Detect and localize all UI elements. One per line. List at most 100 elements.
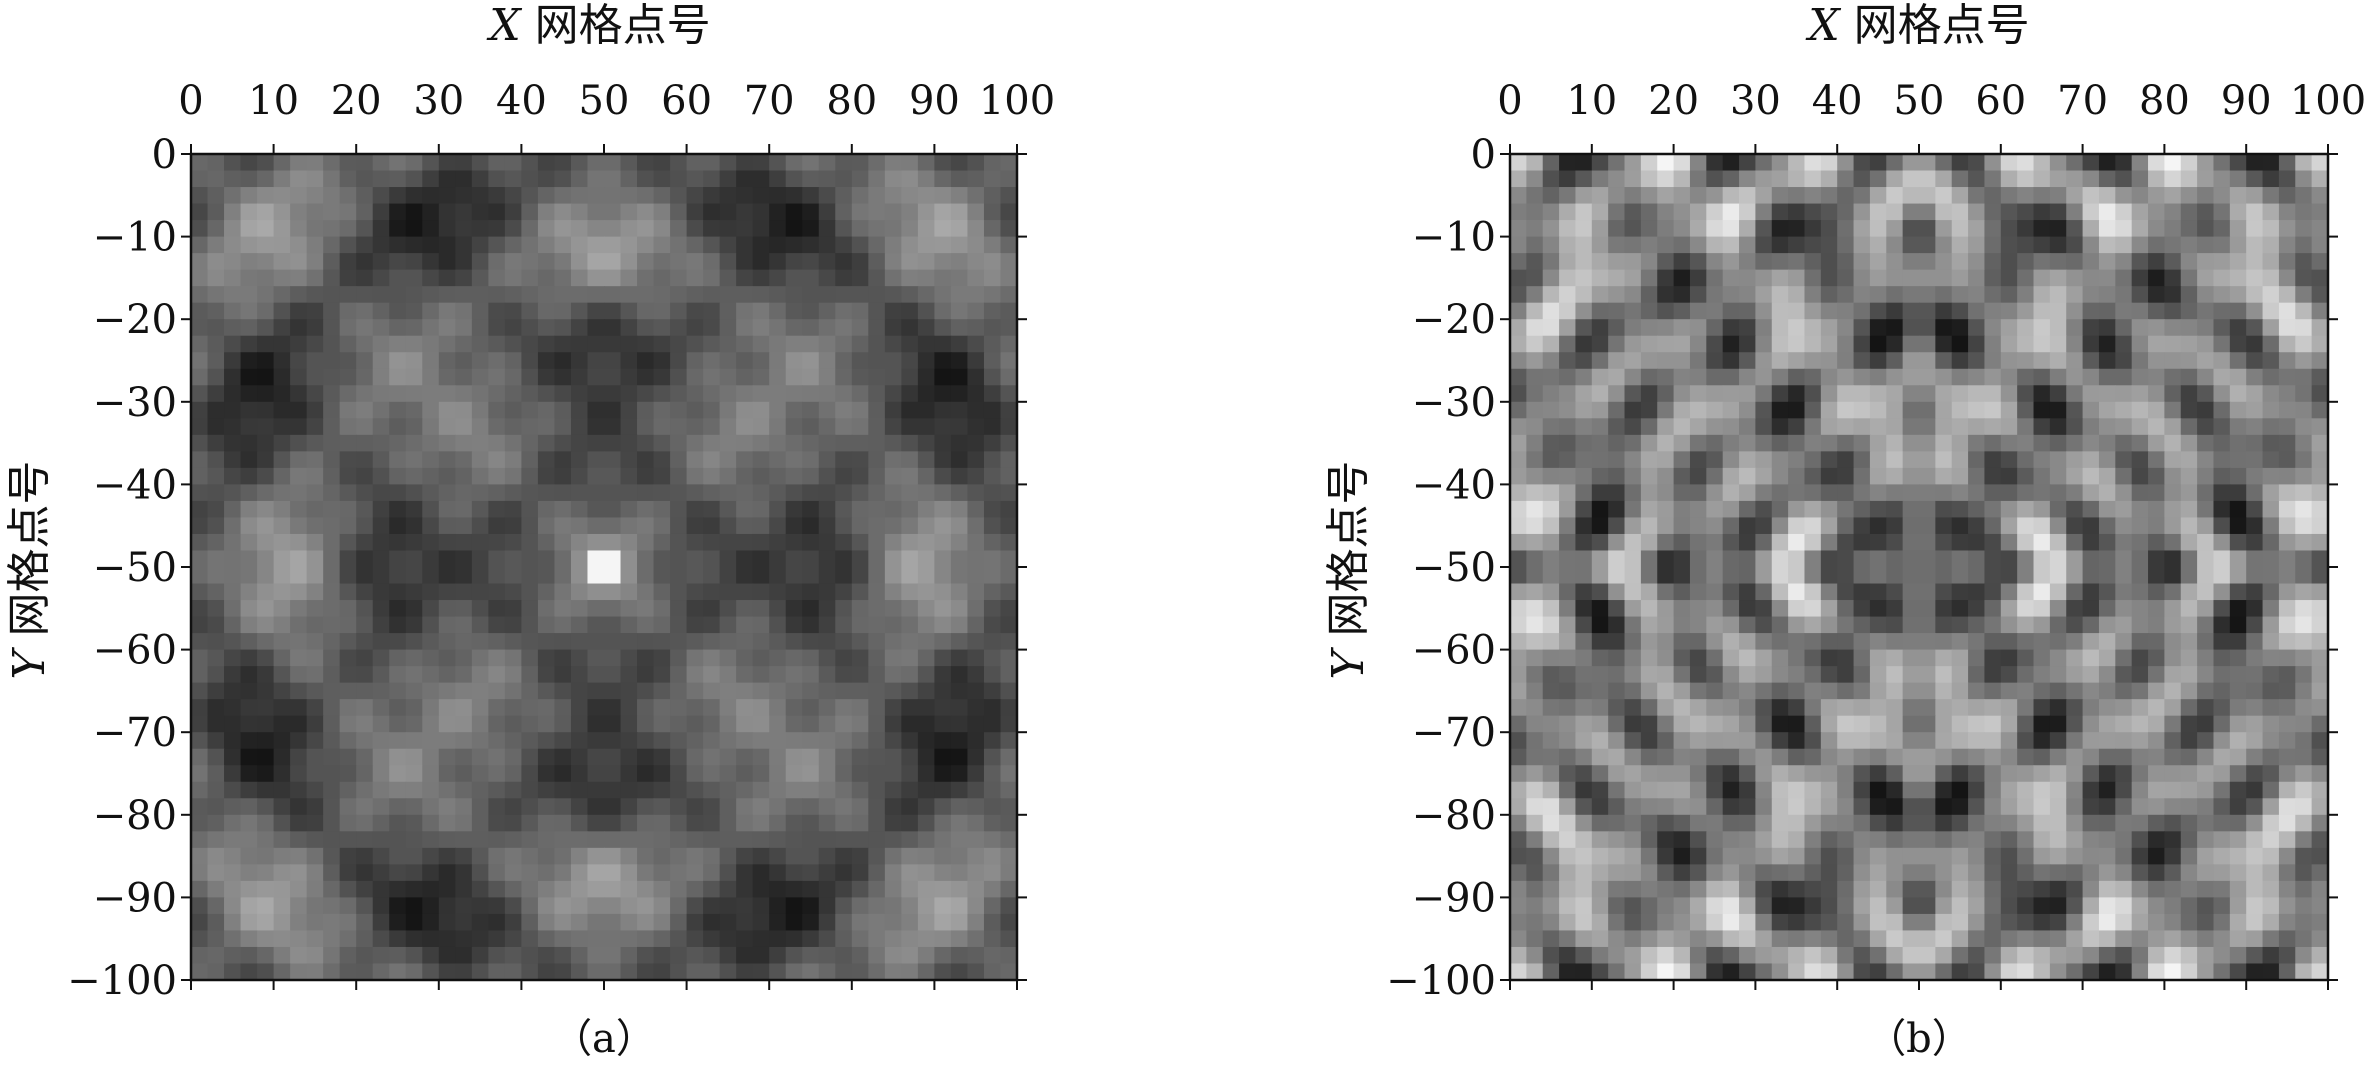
heatmap-cell: [1640, 352, 1658, 370]
heatmap-cell: [835, 913, 853, 932]
heatmap-cell: [1788, 467, 1806, 485]
heatmap-cell: [1608, 187, 1626, 205]
heatmap-cell: [389, 236, 407, 254]
heatmap-cell: [488, 401, 506, 419]
heatmap-cell: [1820, 831, 1838, 849]
heatmap-cell: [620, 154, 638, 172]
heatmap-cell: [1706, 154, 1724, 172]
heatmap-cell: [2017, 385, 2035, 403]
heatmap-cell: [240, 170, 258, 188]
heatmap-cell: [1869, 913, 1887, 932]
heatmap-cell: [1591, 583, 1609, 601]
heatmap-cell: [1902, 335, 1920, 353]
heatmap-cell: [587, 583, 605, 601]
heatmap-cell: [1542, 699, 1560, 717]
heatmap-cell: [752, 220, 770, 238]
heatmap-cell: [240, 649, 258, 667]
heatmap-cell: [719, 236, 737, 254]
heatmap-cell: [1526, 451, 1544, 469]
heatmap-cell: [2000, 385, 2018, 403]
heatmap-cell: [1919, 583, 1936, 601]
heatmap-cell: [537, 500, 556, 519]
heatmap-cell: [1853, 748, 1871, 766]
heatmap-cell: [290, 154, 308, 172]
heatmap-cell: [438, 269, 456, 287]
y-tick-label: −80: [1412, 793, 1496, 839]
heatmap-cell: [240, 467, 258, 485]
heatmap-cell: [2066, 583, 2084, 601]
heatmap-cell: [389, 451, 407, 469]
heatmap-cell: [1510, 500, 1527, 519]
heatmap-cell: [950, 451, 969, 469]
heatmap-cell: [1788, 418, 1806, 436]
panel-b-heatmap: [1510, 154, 2329, 981]
heatmap-cell: [1526, 913, 1544, 932]
heatmap-cell: [224, 220, 242, 238]
heatmap-cell: [1968, 187, 1986, 205]
heatmap-cell: [1902, 913, 1920, 932]
heatmap-cell: [1951, 500, 1969, 519]
heatmap-cell: [1984, 831, 2002, 849]
heatmap-cell: [769, 666, 787, 684]
heatmap-cell: [802, 269, 820, 287]
heatmap-cell: [1526, 765, 1544, 783]
heatmap-cell: [455, 649, 473, 667]
heatmap-cell: [868, 401, 886, 419]
heatmap-cell: [1575, 616, 1593, 634]
heatmap-cell: [1673, 930, 1691, 948]
heatmap-cell: [1902, 467, 1920, 485]
heatmap-cell: [769, 963, 787, 981]
heatmap-cell: [2098, 385, 2116, 403]
heatmap-cell: [1739, 567, 1756, 585]
heatmap-cell: [2295, 203, 2313, 221]
heatmap-cell: [2197, 600, 2215, 618]
heatmap-cell: [752, 864, 770, 882]
heatmap-cell: [686, 401, 704, 419]
heatmap-cell: [455, 302, 473, 320]
heatmap-cell: [1853, 583, 1871, 601]
heatmap-cell: [2246, 847, 2264, 865]
heatmap-cell: [488, 930, 506, 948]
heatmap-cell: [1919, 666, 1936, 684]
heatmap-cell: [950, 352, 969, 370]
heatmap-cell: [670, 154, 688, 172]
heatmap-cell: [1837, 748, 1855, 766]
heatmap-cell: [1902, 154, 1920, 172]
heatmap-cell: [1804, 418, 1822, 436]
heatmap-cell: [752, 633, 770, 651]
heatmap-cell: [2164, 699, 2182, 717]
heatmap-cell: [1575, 649, 1593, 667]
heatmap-cell: [339, 517, 357, 535]
x-tick-label: 100: [2290, 78, 2366, 124]
heatmap-cell: [1869, 451, 1887, 469]
heatmap-cell: [2049, 319, 2067, 337]
heatmap-cell: [2229, 715, 2247, 733]
heatmap-cell: [1788, 666, 1806, 684]
heatmap-cell: [983, 418, 1002, 436]
heatmap-cell: [290, 616, 308, 634]
heatmap-cell: [620, 335, 638, 353]
heatmap-cell: [323, 913, 341, 932]
heatmap-cell: [1739, 666, 1756, 684]
heatmap-cell: [901, 600, 919, 618]
heatmap-cell: [950, 286, 969, 304]
heatmap-cell: [1853, 484, 1871, 502]
heatmap-cell: [1591, 154, 1609, 172]
heatmap-cell: [884, 352, 902, 370]
heatmap-cell: [1657, 269, 1675, 287]
heatmap-cell: [273, 633, 291, 651]
heatmap-cell: [2278, 831, 2296, 849]
heatmap-cell: [257, 666, 275, 684]
heatmap-cell: [1706, 335, 1724, 353]
heatmap-cell: [389, 798, 407, 816]
heatmap-cell: [1935, 203, 1953, 221]
heatmap-cell: [2098, 600, 2116, 618]
heatmap-cell: [1526, 467, 1544, 485]
heatmap-cell: [2229, 517, 2247, 535]
heatmap-cell: [769, 715, 787, 733]
heatmap-cell: [1657, 418, 1675, 436]
heatmap-cell: [1951, 434, 1969, 452]
heatmap-cell: [802, 319, 820, 337]
heatmap-cell: [620, 781, 638, 799]
